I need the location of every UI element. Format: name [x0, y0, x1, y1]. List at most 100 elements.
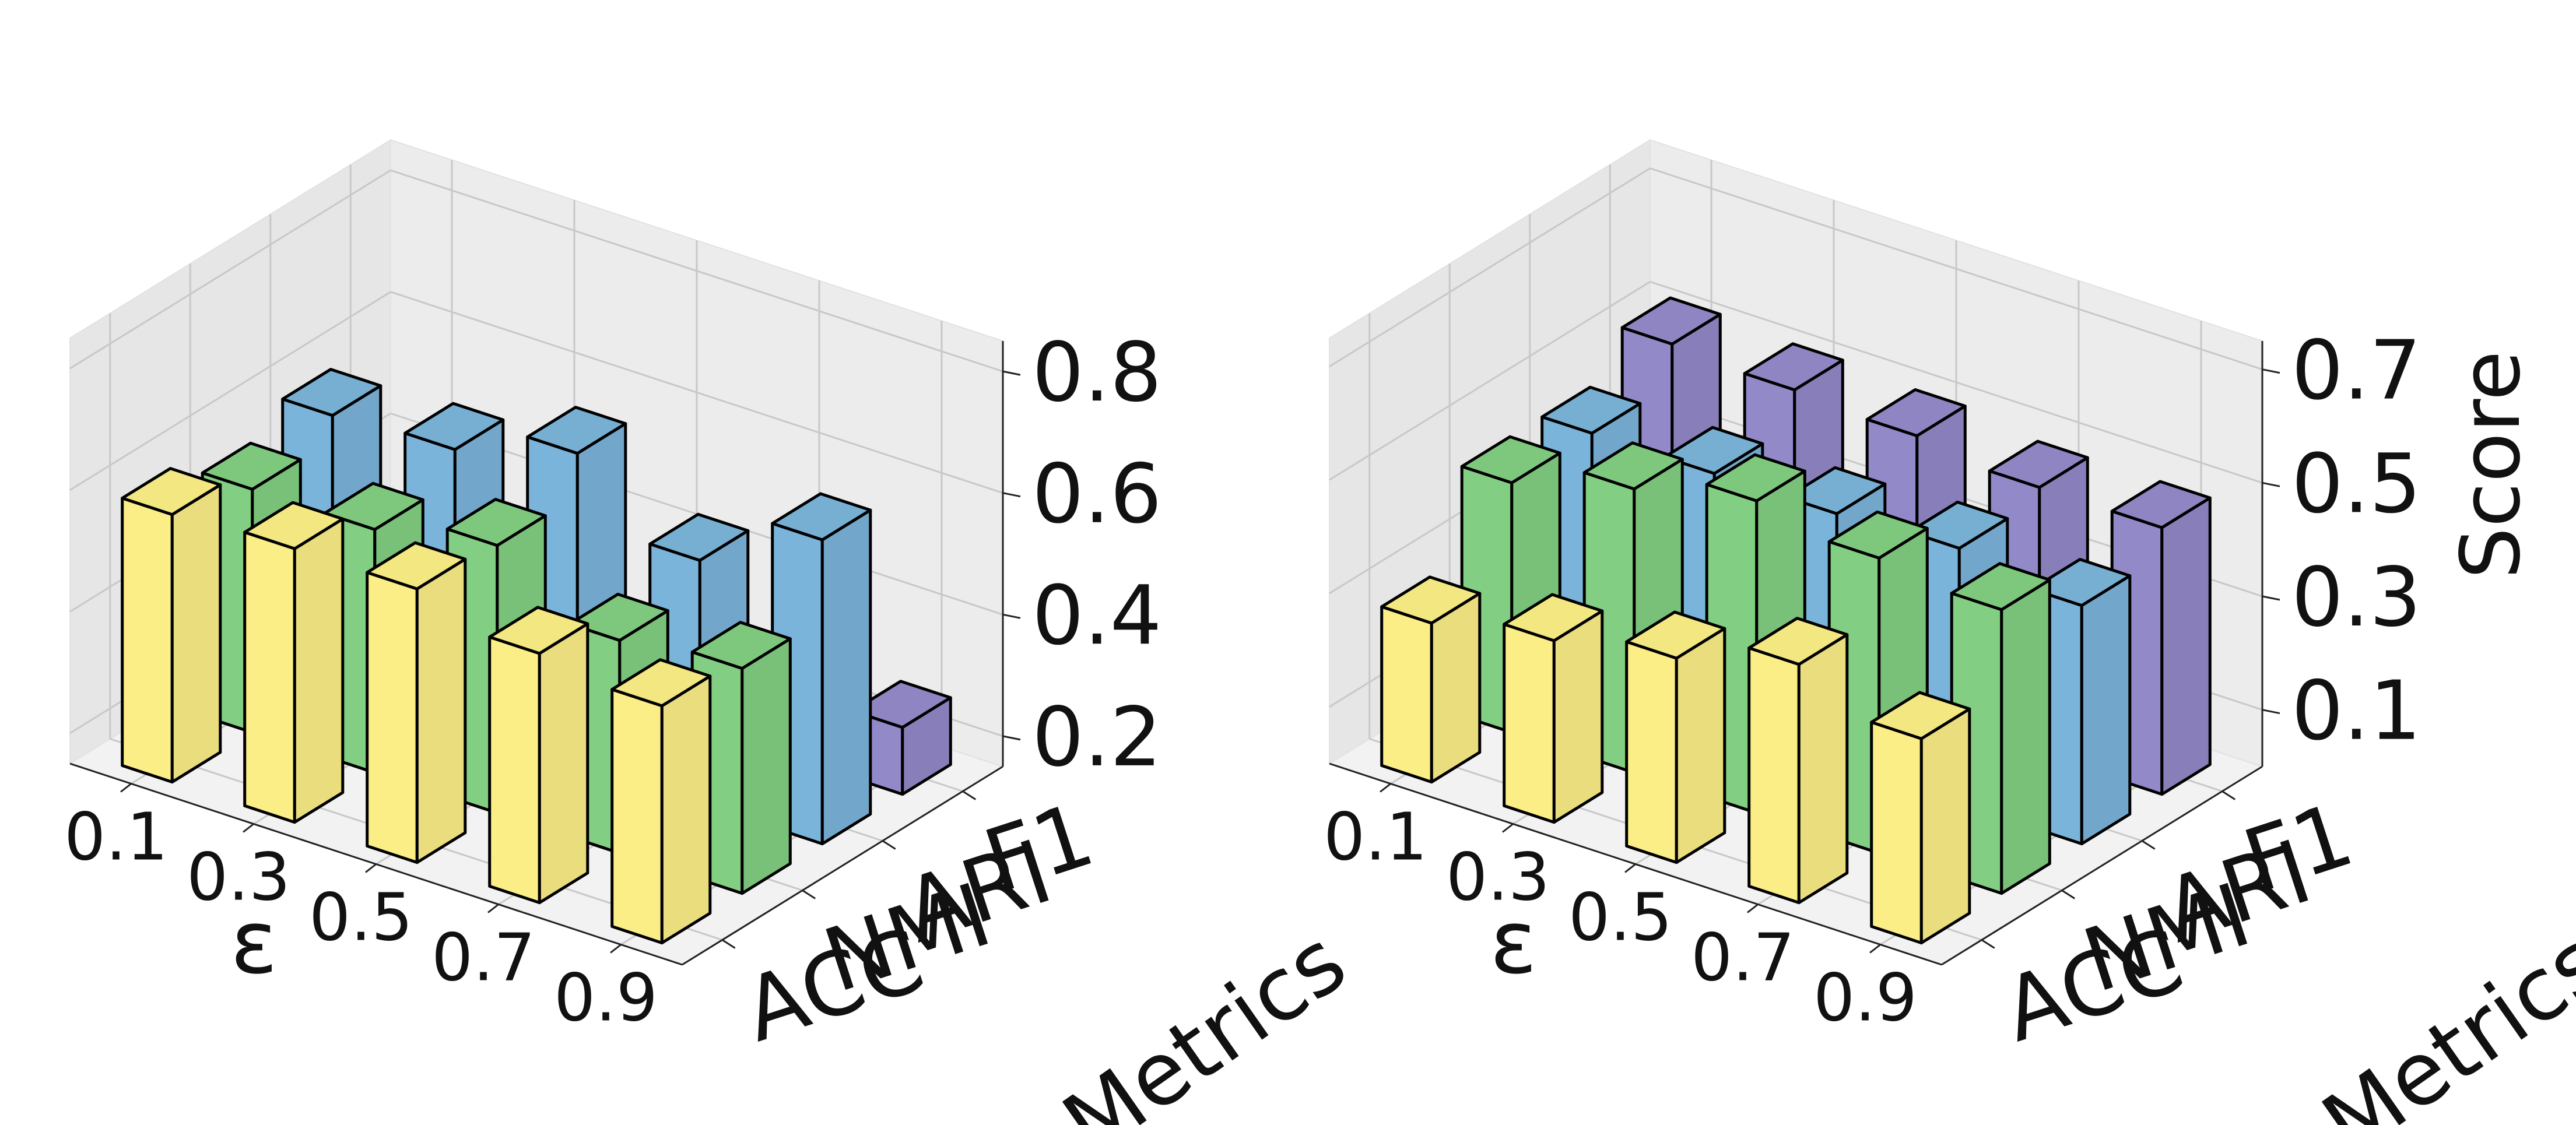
z-axis-label: Score	[2444, 350, 2539, 579]
bar-top-face	[851, 680, 952, 729]
y-tick	[2061, 890, 2076, 899]
bar-front-face	[243, 530, 296, 824]
bar-front-face	[1503, 623, 1556, 824]
bar-top-face	[1950, 562, 2051, 611]
z-tick-label: 0.4	[1032, 568, 1162, 663]
bar-top-face	[1503, 593, 1604, 642]
bar-top-face	[403, 402, 505, 451]
bar-top-face	[1663, 426, 1764, 475]
x-tick	[1747, 903, 1759, 913]
bar-top-face	[1743, 342, 1844, 392]
x-tick-label: 0.1	[1324, 800, 1427, 876]
z-tick	[2262, 481, 2280, 487]
bar-top-face	[366, 541, 467, 590]
grid-side-z	[69, 291, 391, 491]
bar-front-face	[121, 497, 174, 784]
bar-top-face	[648, 512, 750, 562]
bar-acc-0.3	[1503, 593, 1604, 824]
y-axis-line	[1941, 765, 2263, 966]
bar-side-face	[293, 517, 345, 824]
bar-side-face	[2000, 578, 2051, 895]
z-tick	[1002, 492, 1021, 498]
bar-top-face	[568, 592, 669, 642]
bar-side-face	[170, 483, 222, 784]
z-tick-label: 0.2	[1032, 690, 1162, 785]
bar-side-face	[660, 674, 712, 945]
bar-top-face	[1582, 441, 1684, 491]
bar-top-face	[1540, 385, 1642, 435]
bar-top-face	[488, 606, 589, 655]
y-tick	[1981, 939, 1995, 949]
bar-top-face	[121, 467, 222, 516]
x-tick-label: 0.7	[431, 920, 535, 996]
bar-acc-0.1	[1380, 575, 1482, 784]
bar-top-face	[281, 368, 382, 417]
bar-side-face	[1797, 633, 1849, 905]
z-tick	[1002, 370, 1021, 376]
bar-top-face	[1747, 617, 1849, 666]
bar-front-face	[1380, 605, 1433, 784]
bar-acc-0.9	[1870, 691, 1971, 945]
z-tick	[2262, 595, 2280, 601]
bar-top-face	[445, 498, 547, 547]
bar-front-face	[366, 571, 419, 864]
bar-front-face	[1747, 646, 1801, 905]
bar-acc-0.7	[488, 606, 589, 905]
bar-top-face	[1908, 500, 2009, 550]
bar-front-face	[488, 635, 541, 905]
y-axis-label: Metrics	[1045, 911, 1364, 1125]
bar-top-face	[771, 492, 872, 542]
bar-front-face	[610, 688, 664, 945]
bar-top-face	[1785, 466, 1887, 515]
x-tick-label: 0.3	[1446, 840, 1550, 916]
bar-top-face	[1625, 610, 1726, 660]
bar-top-face	[243, 501, 345, 550]
bar-side-face	[820, 508, 872, 846]
bars	[121, 368, 952, 945]
x-tick-label: 0.7	[1691, 920, 1795, 996]
bar-side-face	[1430, 592, 1482, 784]
y-axis-label: Metrics	[2305, 911, 2576, 1125]
y-tick	[962, 790, 977, 800]
x-tick	[1869, 944, 1881, 954]
bar-side-face	[1675, 627, 1726, 864]
bar-side-face	[740, 637, 792, 895]
bar-top-face	[2030, 558, 2132, 607]
bar-top-face	[1827, 510, 1929, 560]
y-tick	[2141, 840, 2156, 850]
bar-side-face	[1552, 609, 1604, 824]
z-tick	[1002, 613, 1021, 619]
bar-top-face	[2110, 480, 2212, 529]
z-tick	[1002, 735, 1021, 741]
bar-f1-0.9	[851, 680, 952, 796]
z-tick-label: 0.7	[2291, 324, 2421, 419]
bar-acc-0.7	[1747, 617, 1849, 905]
x-tick-label: 0.5	[309, 880, 413, 956]
x-tick-label: 0.9	[554, 961, 658, 1036]
grid-side-z	[1329, 281, 1651, 481]
bar-acc-0.1	[121, 467, 222, 784]
x-axis-label: ε	[230, 892, 278, 994]
bar-top-face	[1380, 575, 1482, 625]
grid-back-z	[390, 169, 1003, 372]
x-tick	[610, 944, 622, 954]
bar-top-face	[610, 658, 712, 708]
x-tick-label: 0.3	[187, 840, 290, 916]
x-tick-label: 0.5	[1568, 880, 1672, 956]
bar-top-face	[323, 481, 424, 531]
grid-back-z	[390, 291, 1003, 494]
bar-side-face	[415, 557, 467, 864]
x-tick	[120, 783, 132, 793]
y-tick	[882, 840, 896, 850]
bar-front-face	[1625, 640, 1678, 864]
z-tick	[2262, 709, 2280, 715]
bar-acc-0.5	[366, 541, 467, 864]
z-tick-label: 0.6	[1032, 447, 1162, 542]
bar-top-face	[690, 621, 792, 670]
bar-side-face	[2160, 496, 2212, 796]
x-tick-label: 0.9	[1813, 961, 1917, 1036]
